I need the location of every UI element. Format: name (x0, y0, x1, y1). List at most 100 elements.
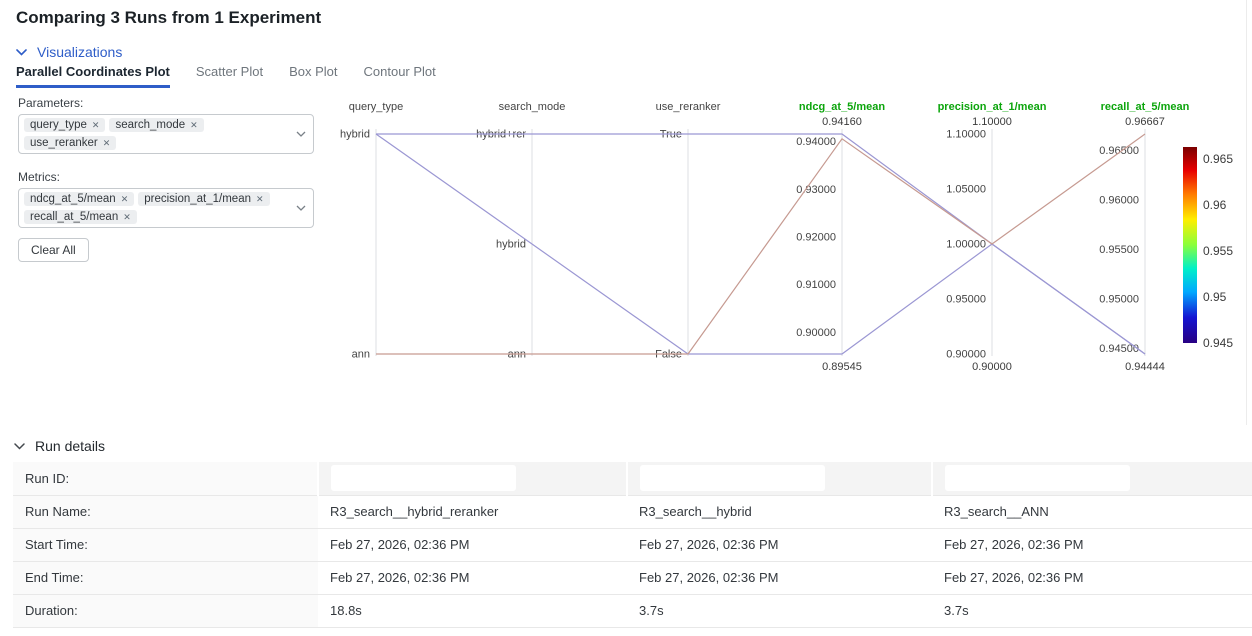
svg-text:1.10000: 1.10000 (972, 116, 1012, 128)
row-label: Duration: (13, 594, 318, 628)
svg-text:1.05000: 1.05000 (946, 184, 986, 196)
row-label: Run ID: (13, 462, 318, 496)
svg-text:0.94444: 0.94444 (1125, 361, 1165, 373)
svg-text:hybrid: hybrid (496, 239, 526, 251)
start-time-cell: Feb 27, 2026, 02:36 PM (932, 528, 1252, 562)
svg-text:hybrid: hybrid (340, 129, 370, 141)
run-line (375, 133, 1146, 355)
run-name-cell: R3_search__hybrid_reranker (318, 495, 627, 529)
run-details-label: Run details (35, 438, 106, 454)
svg-text:use_reranker: use_reranker (656, 101, 721, 113)
end-time-cell: Feb 27, 2026, 02:36 PM (932, 561, 1252, 595)
metric-tag[interactable]: precision_at_1/mean ✕ (138, 192, 270, 206)
svg-text:ndcg_at_5/mean: ndcg_at_5/mean (799, 101, 885, 113)
remove-tag-icon[interactable]: ✕ (120, 193, 129, 204)
svg-text:0.95000: 0.95000 (946, 294, 986, 306)
chevron-down-icon (296, 205, 306, 211)
run-id-cell (626, 462, 932, 496)
remove-tag-icon[interactable]: ✕ (190, 119, 198, 130)
visualizations-label: Visualizations (37, 44, 123, 60)
remove-tag-icon[interactable]: ✕ (123, 211, 131, 222)
svg-text:search_mode: search_mode (499, 101, 566, 113)
parameter-tag[interactable]: query_type ✕ (24, 118, 106, 132)
svg-text:0.91000: 0.91000 (796, 279, 836, 291)
visualizations-section-toggle[interactable]: Visualizations (16, 44, 122, 60)
svg-text:0.96: 0.96 (1203, 198, 1227, 212)
run-details-table: Run ID: Run Name: R3_search__hybrid_rera… (13, 462, 1252, 628)
row-label: End Time: (13, 561, 318, 595)
table-row-run-name: Run Name: R3_search__hybrid_reranker R3_… (13, 495, 1252, 529)
remove-tag-icon[interactable]: ✕ (91, 119, 100, 130)
parameter-tag[interactable]: use_reranker ✕ (24, 136, 117, 150)
svg-text:0.89545: 0.89545 (822, 361, 862, 373)
row-label: Run Name: (13, 495, 318, 529)
svg-text:0.94500: 0.94500 (1099, 343, 1139, 355)
tab-contour-plot[interactable]: Contour Plot (363, 64, 436, 79)
svg-text:0.90000: 0.90000 (946, 349, 986, 361)
svg-text:0.92000: 0.92000 (796, 231, 836, 243)
redacted-run-id (331, 465, 516, 492)
chevron-down-icon (14, 442, 25, 450)
tab-scatter-plot[interactable]: Scatter Plot (195, 64, 264, 79)
svg-text:0.95: 0.95 (1203, 290, 1227, 304)
metric-tag[interactable]: recall_at_5/mean ✕ (24, 210, 137, 224)
panel-edge-divider (1246, 0, 1247, 425)
svg-text:0.945: 0.945 (1203, 336, 1233, 350)
start-time-cell: Feb 27, 2026, 02:36 PM (627, 528, 932, 562)
run-id-cell (317, 462, 627, 496)
svg-text:0.955: 0.955 (1203, 244, 1233, 258)
table-row-end-time: End Time: Feb 27, 2026, 02:36 PM Feb 27,… (13, 561, 1252, 595)
run-name-cell: R3_search__ANN (932, 495, 1252, 529)
end-time-cell: Feb 27, 2026, 02:36 PM (318, 561, 627, 595)
svg-text:0.96667: 0.96667 (1125, 116, 1165, 128)
tab-box-plot[interactable]: Box Plot (289, 64, 338, 79)
chevron-down-icon (296, 131, 306, 137)
parameter-tag[interactable]: search_mode ✕ (109, 118, 204, 132)
metrics-select[interactable]: ndcg_at_5/mean ✕ precision_at_1/mean ✕ rec… (18, 188, 314, 228)
svg-text:0.96500: 0.96500 (1099, 145, 1139, 157)
svg-text:query_type: query_type (349, 101, 403, 113)
svg-text:0.94160: 0.94160 (822, 116, 862, 128)
run-name-cell: R3_search__hybrid (627, 495, 932, 529)
run-details-section-toggle[interactable]: Run details (14, 438, 105, 454)
start-time-cell: Feb 27, 2026, 02:36 PM (318, 528, 627, 562)
svg-text:precision_at_1/mean: precision_at_1/mean (938, 101, 1047, 113)
parallel-coordinates-svg: query_typehybridannsearch_modehybrid+rer… (340, 101, 1233, 373)
svg-text:recall_at_5/mean: recall_at_5/mean (1101, 101, 1190, 113)
svg-text:0.96000: 0.96000 (1099, 195, 1139, 207)
metric-tag[interactable]: ndcg_at_5/mean ✕ (24, 192, 135, 206)
run-line (376, 133, 1146, 355)
parallel-coordinates-plot[interactable]: query_type hybrid ann search_mode hybrid+rer… (330, 95, 1252, 392)
colorbar (1183, 147, 1197, 343)
svg-text:0.95000: 0.95000 (1099, 293, 1139, 305)
parameters-select[interactable]: query_type ✕ search_mode ✕ use_reranker ✕ (18, 114, 314, 154)
parameters-label: Parameters: (18, 96, 84, 110)
table-row-duration: Duration: 18.8s 3.7s 3.7s (13, 594, 1252, 628)
metrics-label: Metrics: (18, 170, 60, 184)
svg-text:0.965: 0.965 (1203, 152, 1233, 166)
duration-cell: 3.7s (932, 594, 1252, 628)
remove-tag-icon[interactable]: ✕ (256, 193, 264, 204)
redacted-run-id (640, 465, 825, 492)
clear-all-button[interactable]: Clear All (18, 238, 89, 262)
redacted-run-id (945, 465, 1130, 492)
row-label: Start Time: (13, 528, 318, 562)
remove-tag-icon[interactable]: ✕ (102, 137, 111, 148)
plot-type-tabs: Parallel Coordinates Plot Scatter Plot B… (16, 64, 436, 88)
duration-cell: 3.7s (627, 594, 932, 628)
svg-text:0.90000: 0.90000 (796, 327, 836, 339)
table-row-start-time: Start Time: Feb 27, 2026, 02:36 PM Feb 2… (13, 528, 1252, 562)
tab-parallel-coordinates-plot[interactable]: Parallel Coordinates Plot (16, 64, 170, 88)
svg-text:0.94000: 0.94000 (796, 136, 836, 148)
svg-text:ann: ann (352, 349, 370, 361)
end-time-cell: Feb 27, 2026, 02:36 PM (627, 561, 932, 595)
svg-text:1.00000: 1.00000 (946, 239, 986, 251)
svg-text:0.93000: 0.93000 (796, 184, 836, 196)
chevron-down-icon (16, 48, 27, 56)
page-title: Comparing 3 Runs from 1 Experiment (16, 8, 322, 27)
run-line (376, 133, 1146, 355)
duration-cell: 18.8s (318, 594, 627, 628)
run-id-cell (931, 462, 1252, 496)
plot-controls-panel: Parameters: query_type ✕ search_mode ✕ use… (18, 96, 314, 262)
